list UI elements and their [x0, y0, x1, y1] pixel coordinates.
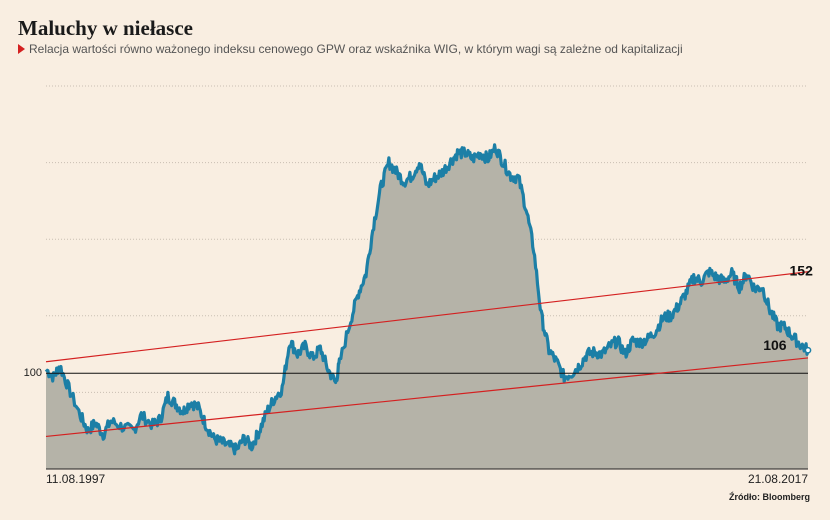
trend-line-lower	[45, 357, 809, 438]
chart-subtitle: Relacja wartości równo ważonego indeksu …	[18, 42, 683, 56]
annotation-106: 106	[763, 337, 787, 353]
series-area	[46, 144, 808, 470]
baseline-label: 100	[24, 367, 42, 379]
x-label-end: 21.08.2017	[748, 472, 808, 486]
end-point-marker	[804, 346, 812, 354]
triangle-marker-icon	[18, 44, 25, 54]
source-note: Źródło: Bloomberg	[729, 492, 810, 502]
x-label-start: 11.08.1997	[46, 472, 105, 486]
trend-line-upper	[45, 271, 809, 363]
annotation-152: 152	[790, 263, 814, 279]
subtitle-text: Relacja wartości równo ważonego indeksu …	[29, 42, 683, 56]
series-line	[44, 143, 810, 456]
chart-title: Maluchy w niełasce	[18, 16, 193, 40]
